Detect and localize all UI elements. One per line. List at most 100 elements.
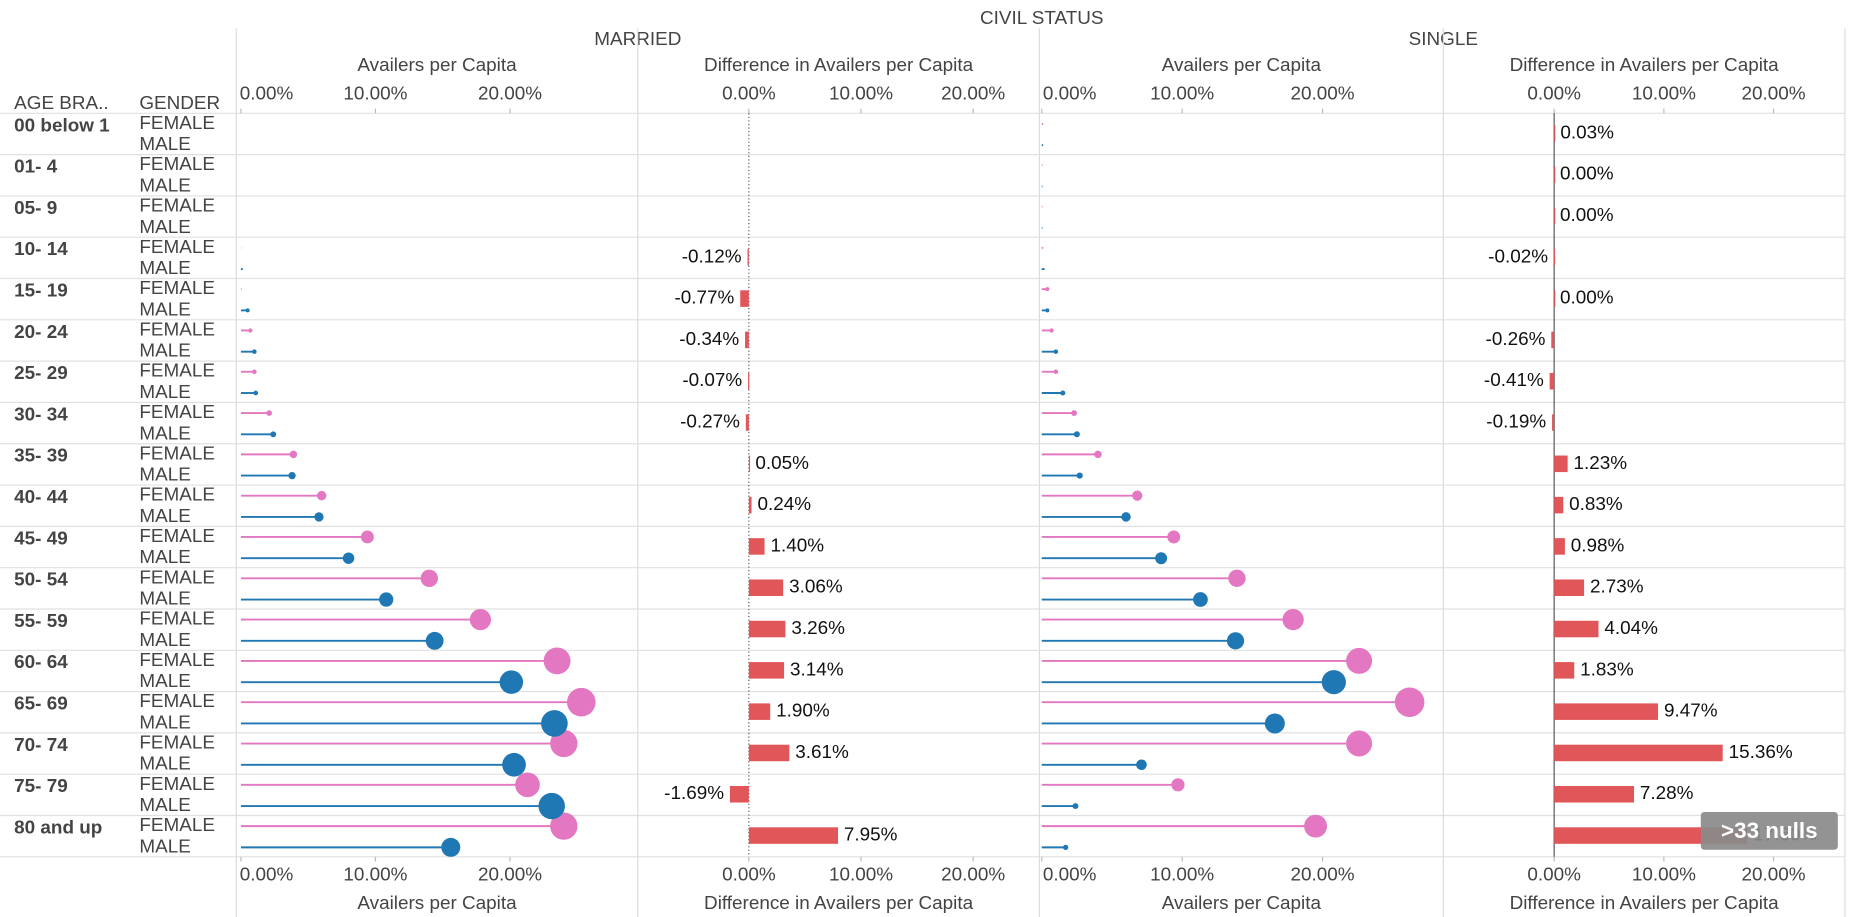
- lollipop-dot: [1228, 569, 1246, 587]
- bar: [748, 455, 751, 473]
- lollipop-dot: [245, 308, 250, 313]
- gender-label: MALE: [139, 671, 190, 692]
- x-tick-label: 10.00%: [1150, 865, 1214, 886]
- gender-label: MALE: [139, 712, 190, 733]
- lollipop-dot: [270, 431, 277, 438]
- value-label: 0.24%: [757, 494, 811, 515]
- lollipop-dot: [566, 687, 596, 717]
- x-tick-label: 0.00%: [1527, 865, 1581, 886]
- bar: [1554, 703, 1659, 720]
- age-bracket: 15- 19: [14, 280, 68, 301]
- bar: [1554, 496, 1564, 514]
- x-tick-label: 20.00%: [1742, 83, 1806, 104]
- lollipop-dot: [543, 647, 571, 675]
- bar: [748, 538, 765, 555]
- lollipop-dot: [342, 552, 355, 564]
- value-label: 3.61%: [795, 742, 849, 763]
- gender-label: FEMALE: [139, 526, 215, 547]
- bar: [1551, 331, 1555, 349]
- value-label: 0.00%: [1560, 288, 1614, 309]
- x-tick-label: 20.00%: [1291, 865, 1355, 886]
- value-label: 3.26%: [791, 618, 845, 639]
- axis-title: Difference in Availers per Capita: [704, 55, 974, 76]
- age-bracket: 45- 49: [14, 528, 68, 549]
- bar: [745, 414, 749, 431]
- age-bracket: 20- 24: [14, 322, 68, 343]
- gender-label: MALE: [139, 836, 190, 857]
- bar: [1554, 290, 1556, 307]
- lollipop-dot: [1053, 369, 1059, 375]
- x-tick-label: 20.00%: [1291, 83, 1355, 104]
- value-label: 3.06%: [789, 577, 843, 598]
- x-tick-label: 0.00%: [1043, 83, 1097, 104]
- lollipop-dot: [469, 609, 492, 631]
- gender-label: MALE: [139, 258, 190, 279]
- gender-label: FEMALE: [139, 402, 215, 423]
- lollipop-dot: [1121, 512, 1131, 522]
- bar: [748, 827, 839, 844]
- value-label: 0.83%: [1569, 494, 1623, 515]
- value-label: 1.23%: [1574, 453, 1628, 474]
- gender-label: MALE: [139, 754, 190, 775]
- bar: [729, 786, 749, 803]
- value-label: -1.69%: [664, 783, 724, 804]
- row-header: GENDER: [139, 93, 220, 114]
- gender-label: FEMALE: [139, 154, 215, 175]
- age-bracket: 50- 54: [14, 570, 68, 591]
- value-label: -0.02%: [1488, 246, 1548, 267]
- gender-label: MALE: [139, 217, 190, 238]
- x-tick-label: 10.00%: [1150, 83, 1214, 104]
- bar: [1554, 662, 1575, 679]
- gender-label: FEMALE: [139, 237, 215, 258]
- value-label: 3.14%: [790, 659, 844, 680]
- lollipop-dot: [1060, 390, 1066, 396]
- lollipop-dot: [1132, 490, 1143, 501]
- bar: [748, 620, 786, 638]
- lollipop-dot: [1076, 472, 1083, 479]
- value-label: 0.03%: [1560, 122, 1614, 143]
- bar: [747, 249, 749, 266]
- age-bracket: 05- 9: [14, 198, 57, 219]
- age-bracket: 60- 64: [14, 652, 68, 673]
- row-header: AGE BRA..: [14, 93, 108, 114]
- value-label: 2.73%: [1590, 577, 1644, 598]
- x-tick-label: 20.00%: [941, 865, 1005, 886]
- x-tick-label: 10.00%: [829, 865, 893, 886]
- lollipop-dot: [1045, 308, 1050, 313]
- value-label: -0.26%: [1486, 329, 1546, 350]
- gender-label: FEMALE: [139, 319, 215, 340]
- value-label: 7.95%: [844, 825, 898, 846]
- gender-label: FEMALE: [139, 691, 215, 712]
- lollipop-dot: [252, 369, 257, 375]
- x-tick-label: 0.00%: [240, 83, 294, 104]
- x-tick-label: 0.00%: [722, 865, 776, 886]
- axis-title: Availers per Capita: [357, 55, 517, 76]
- lollipop-dot: [1136, 759, 1147, 771]
- lollipop-dot: [1304, 814, 1328, 838]
- x-tick-label: 10.00%: [343, 83, 407, 104]
- gender-label: MALE: [139, 341, 190, 362]
- x-tick-label: 20.00%: [478, 83, 542, 104]
- lollipop-dot: [1321, 670, 1346, 695]
- age-bracket: 30- 34: [14, 404, 68, 425]
- x-tick-label: 10.00%: [1632, 865, 1696, 886]
- x-tick-label: 0.00%: [1527, 83, 1581, 104]
- bar: [1554, 827, 1748, 844]
- value-label: 1.83%: [1580, 659, 1634, 680]
- bar: [1554, 620, 1599, 638]
- lollipop-dot: [1053, 349, 1059, 354]
- bar: [1554, 455, 1568, 473]
- title: CIVIL STATUS: [980, 8, 1103, 29]
- gender-label: FEMALE: [139, 443, 215, 464]
- lollipop-dot: [1063, 844, 1069, 850]
- lollipop-dot: [1073, 431, 1080, 438]
- bar: [748, 744, 790, 762]
- age-bracket: 35- 39: [14, 446, 68, 467]
- axis-title: Difference in Availers per Capita: [1510, 893, 1780, 914]
- lollipop-dot: [288, 471, 296, 480]
- bar: [740, 290, 749, 307]
- gender-label: FEMALE: [139, 485, 215, 506]
- gender-label: FEMALE: [139, 567, 215, 588]
- age-bracket: 75- 79: [14, 776, 68, 797]
